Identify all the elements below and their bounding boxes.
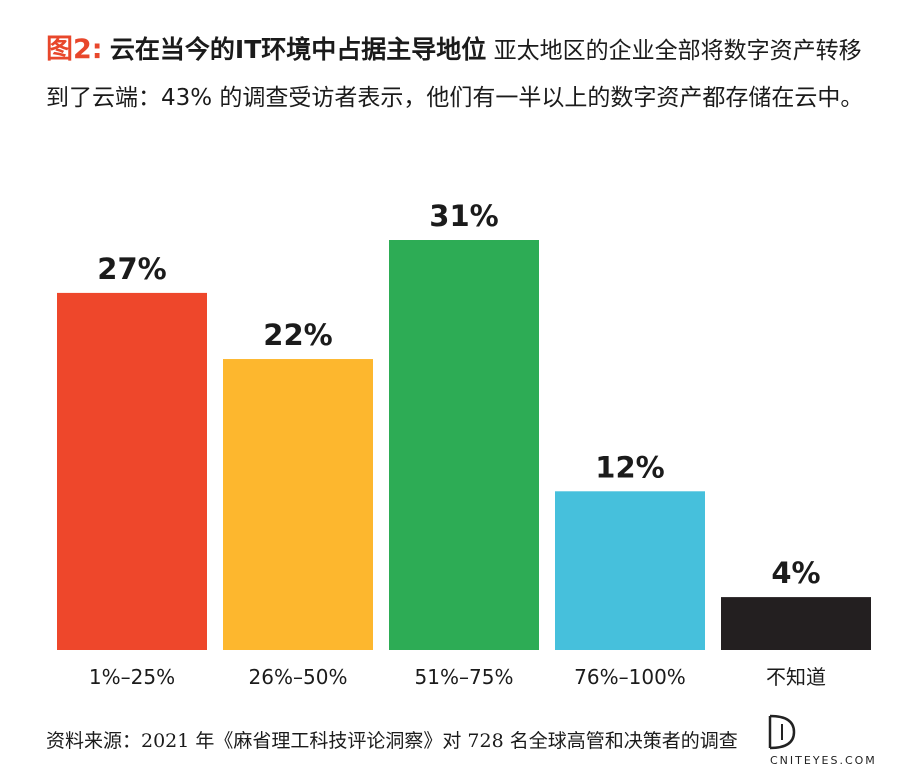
- figure-description: 亚太地区的企业全部将数字资产转移到了云端：43% 的调查受访者表示，他们有一半以…: [46, 38, 864, 111]
- category-label: 51%–75%: [415, 665, 514, 689]
- bar-1: [57, 292, 207, 650]
- bar-5: [721, 597, 871, 650]
- watermark-logo: CNITEYES.COM: [760, 712, 900, 772]
- bar-value-label: 31%: [429, 199, 498, 233]
- logo-icon: [768, 714, 796, 750]
- bar-value-label: 22%: [263, 318, 332, 352]
- bar-value-label: 27%: [97, 252, 166, 286]
- figure-title: 图2: 云在当今的IT环境中占据主导地位 亚太地区的企业全部将数字资产转移到了云…: [46, 26, 876, 122]
- figure-label: 图2:: [46, 34, 103, 65]
- category-label: 76%–100%: [574, 665, 686, 689]
- bar-2: [223, 359, 373, 650]
- bar-4: [555, 491, 705, 650]
- source-note: 资料来源：2021 年《麻省理工科技评论洞察》对 728 名全球高管和决策者的调…: [46, 730, 738, 752]
- bar-value-label: 4%: [771, 556, 820, 590]
- bar-chart: 27% 1%–25% 22% 26%–50% 31% 51%–75% 12% 76%–100%…: [57, 199, 871, 689]
- watermark-text: CNITEYES.COM: [770, 754, 877, 767]
- bar-3: [389, 240, 539, 650]
- category-label: 不知道: [766, 665, 826, 689]
- figure-headline: 云在当今的IT环境中占据主导地位: [109, 35, 487, 64]
- bar-value-label: 12%: [595, 450, 664, 484]
- category-label: 26%–50%: [249, 665, 348, 689]
- category-label: 1%–25%: [89, 665, 175, 689]
